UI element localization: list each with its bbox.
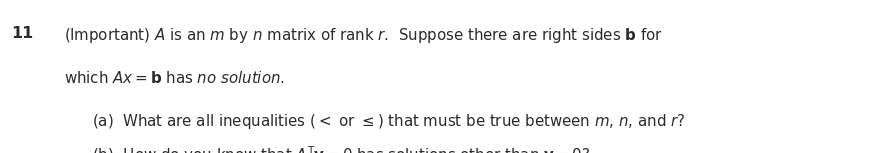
Text: 11: 11	[12, 26, 34, 41]
Text: which $Ax = \mathbf{b}$ has $\mathit{no\ solution}$.: which $Ax = \mathbf{b}$ has $\mathit{no\…	[64, 70, 285, 86]
Text: (a)  What are all inequalities ($<$ or $\leq$) that must be true between $m$, $n: (a) What are all inequalities ($<$ or $\…	[92, 112, 685, 131]
Text: (b)  How do you know that $A^{\mathrm{T}}\mathbf{y} = 0$ has solutions other tha: (b) How do you know that $A^{\mathrm{T}}…	[92, 144, 590, 153]
Text: (Important) $A$ is an $m$ by $n$ matrix of rank $r$.  Suppose there are right si: (Important) $A$ is an $m$ by $n$ matrix …	[64, 26, 663, 45]
